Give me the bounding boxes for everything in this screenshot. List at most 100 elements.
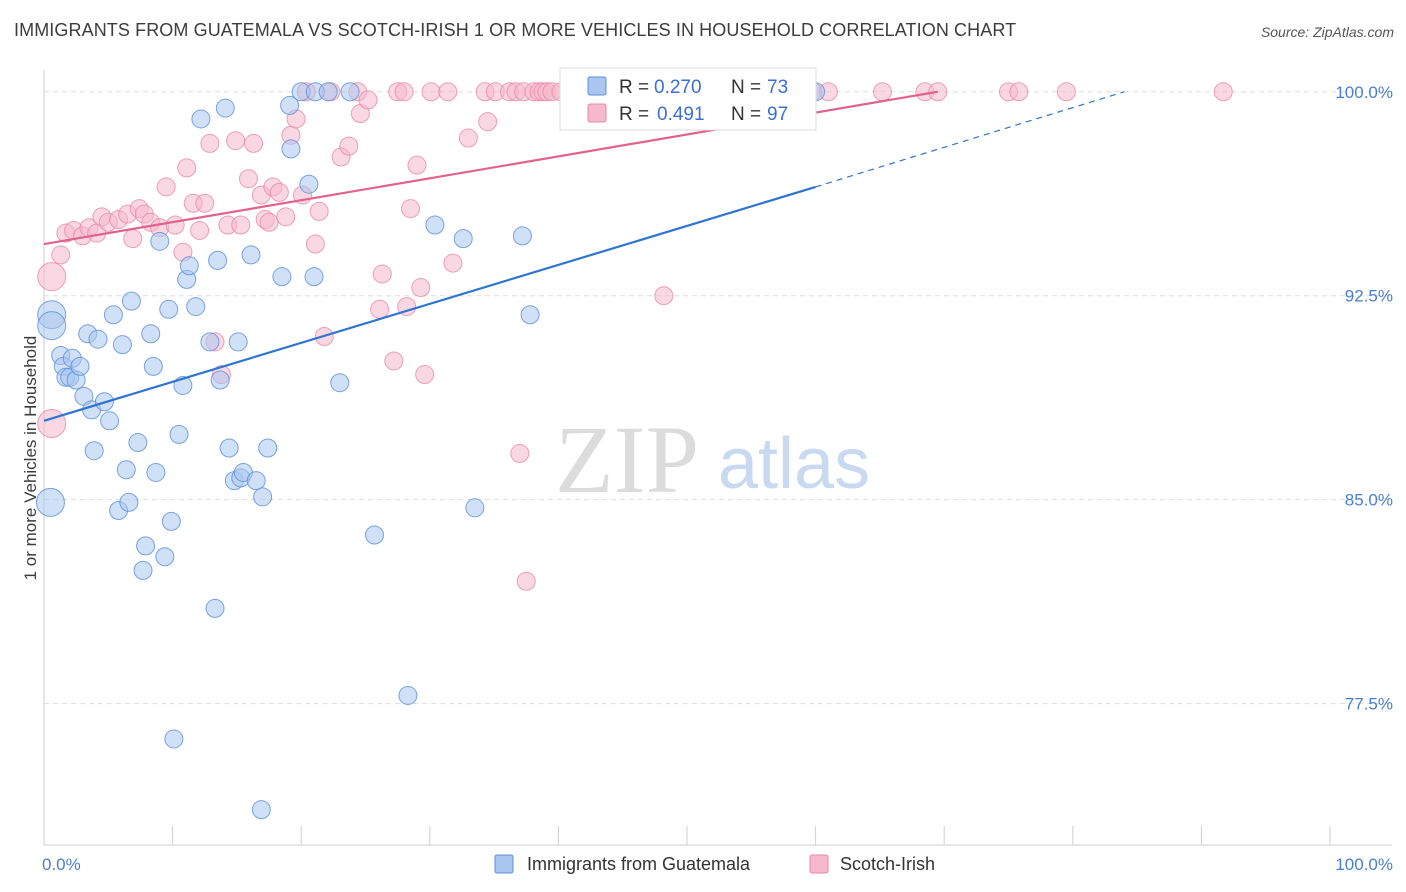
watermark-atlas: atlas [718, 424, 870, 504]
point-scotch-irish [238, 169, 258, 189]
point-guatemala [103, 305, 123, 325]
point-guatemala [253, 487, 273, 507]
point-scotch-irish [401, 199, 421, 219]
point-scotch-irish [177, 158, 197, 178]
point-guatemala [84, 441, 104, 461]
trend-line-guatemala [43, 185, 816, 422]
point-scotch-irish [200, 133, 220, 153]
stats-box: R = 0.270 N = 73 R = 0.491 N = 97 [559, 67, 817, 131]
point-scotch-irish [276, 207, 296, 227]
y-tick-label: 85.0% [1345, 491, 1393, 510]
point-scotch-irish [407, 155, 427, 175]
point-scotch-irish [165, 215, 185, 235]
point-guatemala [150, 231, 170, 251]
point-scotch-irish [372, 264, 392, 284]
point-guatemala [128, 433, 148, 453]
point-guatemala [280, 95, 300, 115]
point-guatemala [340, 82, 360, 102]
point-guatemala [205, 598, 225, 618]
point-guatemala [133, 560, 153, 580]
stats-r-label-1: R = [619, 77, 649, 98]
axes [43, 70, 1392, 846]
point-guatemala [161, 511, 181, 531]
point-guatemala [169, 424, 189, 444]
point-guatemala [186, 297, 206, 317]
stats-swatch-scotch-irish [587, 103, 607, 123]
point-guatemala [299, 174, 319, 194]
point-guatemala [179, 256, 199, 276]
watermark: ZIP atlas [555, 406, 870, 513]
point-guatemala [520, 305, 540, 325]
point-guatemala [155, 547, 175, 567]
point-scotch-irish [123, 229, 143, 249]
source-label: Source: ZipAtlas.com [1260, 24, 1394, 40]
point-scotch-irish [231, 215, 251, 235]
stats-swatch-guatemala [587, 76, 607, 96]
point-scotch-irish [1213, 82, 1233, 102]
legend-swatch-scotch-irish [809, 854, 829, 874]
point-guatemala [365, 525, 385, 545]
point-scotch-irish [458, 128, 478, 148]
point-scotch-irish [510, 443, 530, 463]
point-scotch-irish [358, 90, 378, 110]
point-scotch-irish [51, 245, 71, 265]
point-guatemala [241, 245, 261, 265]
y-axis-label: 1 or more Vehicles in Household [21, 336, 40, 581]
point-scotch-irish [411, 278, 431, 298]
y-tick-label: 100.0% [1335, 83, 1393, 102]
point-guatemala [136, 536, 156, 556]
point-guatemala [70, 356, 90, 376]
point-guatemala [141, 324, 161, 344]
x-tick-label: 0.0% [42, 855, 81, 874]
point-scotch-irish [195, 193, 215, 213]
point-guatemala [258, 438, 278, 458]
point-scotch-irish [244, 133, 264, 153]
point-guatemala [251, 800, 271, 820]
point-scotch-irish [516, 571, 536, 591]
point-guatemala [398, 685, 418, 705]
point-guatemala [164, 729, 184, 749]
legend: Immigrants from Guatemala Scotch-Irish [494, 854, 935, 874]
stats-n-label-2: N = [731, 104, 761, 125]
point-guatemala [100, 411, 120, 431]
y-tick-label: 77.5% [1345, 695, 1393, 714]
stats-n-label-1: N = [731, 77, 761, 98]
point-guatemala [208, 250, 228, 270]
point-scotch-irish [37, 409, 67, 439]
x-tick-label: 100.0% [1335, 855, 1393, 874]
point-guatemala [318, 82, 338, 102]
legend-label-guatemala: Immigrants from Guatemala [527, 854, 751, 874]
point-guatemala [210, 370, 230, 390]
tick-labels: 100.0% 92.5% 85.0% 77.5% 0.0% 100.0% [42, 83, 1393, 874]
point-scotch-irish [1009, 82, 1029, 102]
point-guatemala [215, 98, 235, 118]
point-scotch-irish [443, 253, 463, 273]
point-guatemala [281, 139, 301, 159]
stats-r-value-2: 0.491 [657, 104, 705, 125]
point-scotch-irish [1056, 82, 1076, 102]
point-guatemala [465, 498, 485, 518]
point-scotch-irish [259, 212, 279, 232]
point-guatemala [272, 267, 292, 287]
point-scotch-irish [370, 299, 390, 319]
point-guatemala [191, 109, 211, 129]
point-guatemala [219, 438, 239, 458]
point-scotch-irish [872, 82, 892, 102]
point-scotch-irish [438, 82, 458, 102]
point-scotch-irish [654, 286, 674, 306]
point-scotch-irish [305, 234, 325, 254]
point-guatemala [159, 299, 179, 319]
stats-n-value-2: 97 [767, 104, 788, 125]
y-tick-label: 92.5% [1345, 287, 1393, 306]
point-scotch-irish [384, 351, 404, 371]
watermark-zip: ZIP [555, 406, 699, 513]
point-scotch-irish [269, 182, 289, 202]
point-guatemala [119, 492, 139, 512]
point-guatemala [35, 487, 65, 517]
point-scotch-irish [226, 131, 246, 151]
legend-label-scotch-irish: Scotch-Irish [840, 854, 935, 874]
point-guatemala [228, 332, 248, 352]
stats-r-label-2: R = [619, 104, 649, 125]
point-guatemala [121, 291, 141, 311]
